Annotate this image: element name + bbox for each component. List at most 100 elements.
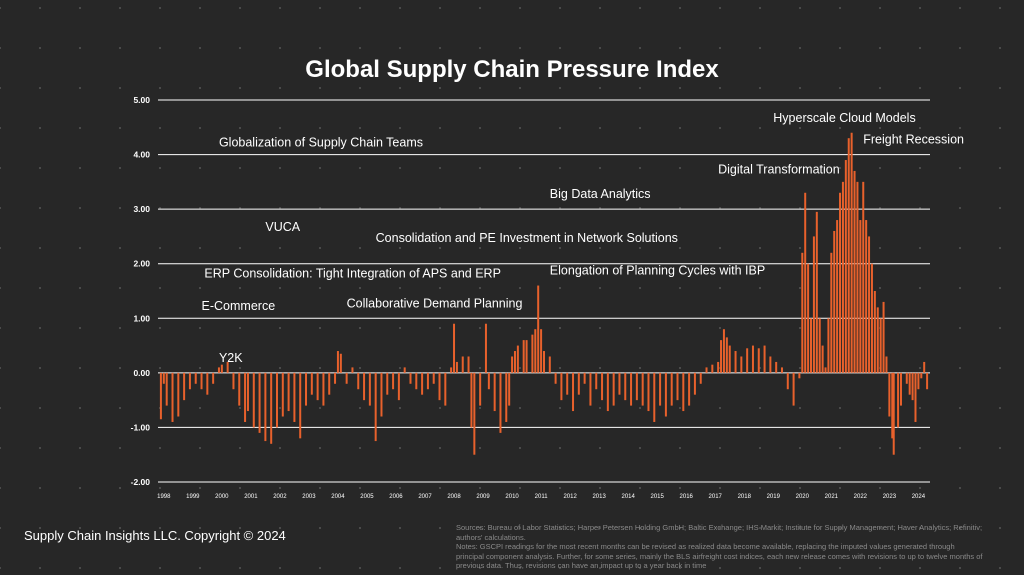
chart-bar	[287, 372, 290, 412]
chart-bar	[612, 372, 615, 406]
chart-bar	[548, 356, 551, 373]
chart-bar	[914, 372, 917, 422]
chart-bar	[630, 372, 633, 406]
chart-bar	[516, 345, 519, 373]
chart-bar	[606, 372, 609, 412]
chart-bar	[676, 372, 679, 401]
chart-bar	[397, 372, 400, 401]
chart-bar	[380, 372, 383, 417]
chart-bar	[426, 372, 429, 390]
chart-bar	[780, 367, 783, 373]
chart-bar	[159, 372, 162, 420]
chart-bar	[688, 372, 691, 406]
chart-bar	[926, 372, 929, 390]
x-tick-label: 2007	[418, 494, 432, 500]
chart-bar	[554, 372, 557, 384]
chart-bar	[162, 372, 165, 384]
chart-bar	[467, 356, 470, 373]
x-tick-label: 2019	[767, 494, 781, 500]
chart-bar	[217, 367, 220, 373]
y-tick-label: 1.00	[133, 313, 150, 323]
chart-bar	[818, 318, 821, 373]
y-tick-label: -1.00	[131, 422, 151, 432]
chart-bar	[220, 364, 223, 373]
chart-bar	[281, 372, 284, 417]
chart-bar	[746, 348, 749, 373]
chart-bar	[830, 252, 833, 373]
chart-bar	[206, 372, 209, 395]
sources-notes: Sources: Bureau of Labor Statistics; Har…	[456, 523, 984, 571]
chart-bar	[711, 364, 714, 373]
chart-annotation: Consolidation and PE Investment in Netwo…	[376, 231, 678, 245]
chart-bar	[670, 372, 673, 406]
chart-bar	[865, 220, 868, 373]
chart-bar	[212, 372, 215, 384]
chart-bar	[487, 372, 490, 390]
chart-bar	[873, 291, 876, 373]
chart-bar	[583, 372, 586, 384]
chart-bar	[775, 361, 778, 373]
sources-text: Sources: Bureau of Labor Statistics; Har…	[456, 523, 983, 542]
x-tick-label: 2011	[535, 494, 549, 500]
chart-bar	[484, 323, 487, 373]
x-tick-label: 2005	[360, 494, 374, 500]
chart-bar	[885, 356, 888, 373]
x-tick-label: 2020	[796, 494, 810, 500]
chart-bar	[392, 372, 395, 390]
chart-bar	[328, 372, 331, 395]
x-tick-label: 2017	[709, 494, 723, 500]
chart-bar	[513, 351, 516, 373]
chart-bar	[508, 372, 511, 406]
chart-bar	[699, 372, 702, 384]
chart-bar	[293, 372, 296, 422]
chart-bar	[339, 353, 342, 373]
chart-bar	[824, 367, 827, 373]
chart-annotation: Collaborative Demand Planning	[347, 296, 523, 310]
chart-bar	[177, 372, 180, 417]
chart-bar	[705, 367, 708, 373]
chart-bar	[499, 372, 502, 433]
chart-bar	[892, 372, 895, 455]
chart-bar	[275, 372, 278, 428]
chart-bar	[862, 181, 865, 373]
chart-bar	[920, 372, 923, 379]
chart-bar	[473, 372, 476, 455]
chart-bar	[804, 192, 807, 373]
chart-bar	[664, 372, 667, 417]
x-tick-label: 2023	[883, 494, 897, 500]
chart-bar	[740, 356, 743, 373]
chart-bar	[899, 372, 902, 406]
chart-bar	[917, 372, 920, 390]
chart-bar	[798, 372, 801, 379]
x-tick-label: 2004	[331, 494, 345, 500]
y-tick-label: 4.00	[133, 150, 150, 160]
chart-bar	[882, 301, 885, 373]
chart-bar	[543, 351, 545, 373]
chart-bar	[876, 307, 879, 373]
chart-bar	[537, 285, 540, 373]
chart-bar	[470, 372, 473, 428]
chart-bar	[264, 372, 267, 442]
chart-bar	[374, 372, 377, 442]
chart-bar	[232, 372, 235, 390]
chart-bar	[511, 356, 514, 373]
y-tick-label: 5.00	[133, 95, 150, 105]
x-tick-label: 2012	[563, 494, 577, 500]
x-tick-label: 2001	[244, 494, 258, 500]
copyright-text: Supply Chain Insights LLC. Copyright © 2…	[24, 528, 286, 543]
chart-title: Global Supply Chain Pressure Index	[305, 56, 719, 83]
chart-bar	[792, 372, 795, 406]
chart-annotation: Y2K	[219, 351, 243, 365]
chart-bar	[165, 372, 168, 406]
chart-bar	[505, 372, 508, 422]
y-tick-label: 2.00	[133, 259, 150, 269]
chart-bar	[534, 329, 537, 373]
chart-bar	[479, 372, 482, 406]
x-tick-label: 2022	[854, 494, 868, 500]
chart-bar	[589, 372, 592, 406]
chart-bar	[540, 329, 543, 373]
chart-bar	[827, 318, 830, 373]
chart-bar	[566, 372, 569, 395]
chart-bar	[601, 372, 604, 401]
chart-bar	[751, 345, 754, 373]
